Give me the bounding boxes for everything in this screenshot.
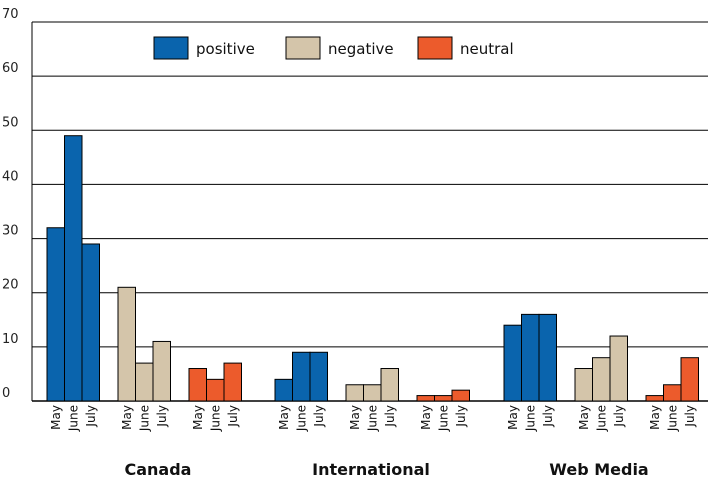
bar-neutral-web-media-july (680, 357, 699, 402)
month-label: July (683, 405, 697, 428)
month-label: July (84, 405, 98, 428)
month-label: July (155, 405, 169, 428)
month-label: May (648, 405, 662, 430)
bar-neutral-canada-july (223, 362, 242, 402)
month-label: June (66, 405, 80, 432)
bar-positive-canada-june (64, 135, 83, 402)
month-label: July (541, 405, 555, 428)
bar-negative-canada-july (152, 340, 171, 402)
month-label: June (523, 405, 537, 432)
bar-negative-international-july (380, 368, 399, 402)
month-label: July (383, 405, 397, 428)
group-label: Canada (125, 460, 192, 479)
group-label: International (312, 460, 430, 479)
bar-positive-web-media-june (521, 313, 540, 402)
y-tick-label: 50 (2, 115, 19, 130)
month-label: June (594, 405, 608, 432)
month-label: June (365, 405, 379, 432)
y-tick-label: 10 (2, 332, 19, 347)
bar-positive-international-june (292, 351, 311, 402)
month-label: June (665, 405, 679, 432)
month-label: May (49, 405, 63, 430)
legend-swatch-negative (285, 36, 321, 60)
month-label: May (506, 405, 520, 430)
legend-label: positive (196, 40, 255, 58)
legend-swatch-neutral (417, 36, 453, 60)
bar-positive-international-may (274, 378, 293, 402)
bar-negative-international-june (363, 384, 382, 402)
month-label: July (454, 405, 468, 428)
month-label: July (612, 405, 626, 428)
bar-neutral-international-may (416, 395, 435, 402)
bar-positive-web-media-may (503, 324, 522, 402)
legend: positive negative neutral (153, 36, 514, 60)
bar-negative-web-media-july (609, 335, 628, 402)
y-tick-label: 0 (2, 386, 10, 401)
bar-neutral-canada-june (206, 378, 225, 402)
month-label: May (277, 405, 291, 430)
month-label: May (348, 405, 362, 430)
bar-neutral-web-media-june (663, 384, 682, 402)
bar-positive-canada-may (46, 227, 65, 402)
y-tick-label: 70 (2, 7, 19, 22)
month-label: June (208, 405, 222, 432)
month-label: June (137, 405, 151, 432)
bar-negative-web-media-may (574, 368, 593, 402)
month-label: June (294, 405, 308, 432)
group-label: Web Media (549, 460, 648, 479)
y-tick-label: 60 (2, 61, 19, 76)
bar-negative-web-media-june (592, 357, 611, 402)
month-label: May (120, 405, 134, 430)
bar-positive-international-july (309, 351, 328, 402)
y-axis-ticks: 0 10 20 30 40 50 60 70 (2, 7, 19, 401)
bar-negative-international-may (345, 384, 364, 402)
y-tick-label: 20 (2, 278, 19, 293)
bars (46, 135, 699, 402)
legend-label: neutral (460, 40, 514, 58)
month-label: May (577, 405, 591, 430)
month-label: June (436, 405, 450, 432)
y-tick-label: 40 (2, 169, 19, 184)
month-label: July (226, 405, 240, 428)
bar-negative-canada-may (117, 286, 136, 402)
bar-neutral-web-media-may (645, 395, 664, 402)
month-label: May (191, 405, 205, 430)
month-label: July (312, 405, 326, 428)
bar-neutral-international-june (434, 395, 453, 402)
legend-swatch-positive (153, 36, 189, 60)
month-label: May (419, 405, 433, 430)
bar-positive-web-media-july (538, 313, 557, 402)
legend-label: negative (328, 40, 394, 58)
group-labels: Canada International Web Media (125, 460, 649, 479)
bar-positive-canada-july (81, 243, 100, 402)
bar-negative-canada-june (135, 362, 154, 402)
bar-neutral-international-july (451, 389, 470, 402)
bar-neutral-canada-may (188, 368, 207, 402)
y-tick-label: 30 (2, 224, 19, 239)
